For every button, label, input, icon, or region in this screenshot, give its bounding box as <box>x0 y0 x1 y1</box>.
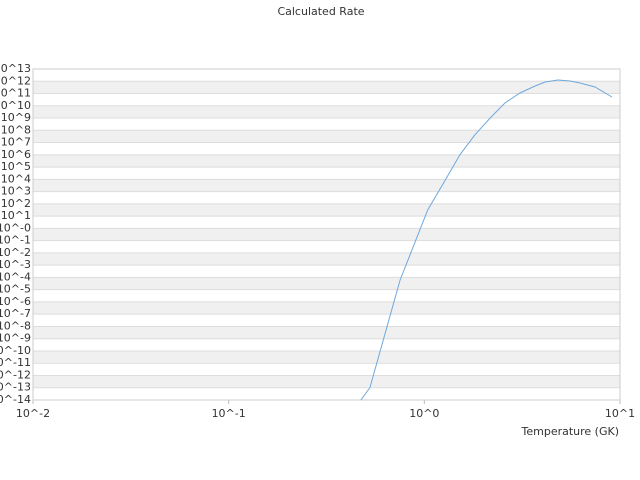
chart-title: Calculated Rate <box>277 5 364 18</box>
y-tick-label: 10^6 <box>1 148 31 161</box>
y-tick-label: 10^10 <box>0 99 31 112</box>
y-tick-label: 10^-0 <box>0 221 31 234</box>
grid-band <box>33 277 620 290</box>
y-tick-label: 10^-1 <box>0 234 31 247</box>
y-tick-label: 10^2 <box>1 197 31 210</box>
y-tick-label: 10^3 <box>1 185 31 198</box>
grid-band <box>33 301 620 315</box>
y-tick-label: 10^4 <box>1 172 31 185</box>
x-tick-label: 10^1 <box>605 407 635 420</box>
y-tick-label: 10^-14 <box>0 393 31 406</box>
y-tick-label: 10^-4 <box>0 270 31 283</box>
y-tick-label: 10^-13 <box>0 381 31 394</box>
grid-band <box>33 105 620 119</box>
grid-band <box>33 228 620 241</box>
x-tick-label: 10^-2 <box>16 407 50 420</box>
y-tick-label: 10^-3 <box>0 258 31 271</box>
y-tick-label: 10^-8 <box>0 319 31 332</box>
y-tick-label: 10^-2 <box>0 246 31 259</box>
y-tick-label: 10^9 <box>1 111 31 124</box>
grid-band <box>33 179 620 192</box>
grid-band <box>33 350 620 364</box>
y-tick-label: 10^12 <box>0 74 31 87</box>
y-tick-label: 10^-10 <box>0 344 31 357</box>
y-tick-label: 10^-6 <box>0 295 31 308</box>
y-tick-label: 10^11 <box>0 87 31 100</box>
y-tick-label: 10^8 <box>1 123 31 136</box>
y-tick-label: 10^-9 <box>0 332 31 345</box>
grid-band <box>33 81 620 94</box>
x-tick-label: 10^0 <box>409 407 439 420</box>
grid-band <box>33 375 620 388</box>
grid-band <box>33 130 620 143</box>
y-tick-label: 10^-11 <box>0 356 31 369</box>
y-tick-label: 10^-5 <box>0 283 31 296</box>
y-tick-label: 10^5 <box>1 160 31 173</box>
y-tick-label: 10^-12 <box>0 368 31 381</box>
y-tick-label: 10^1 <box>1 209 31 222</box>
y-tick-label: 10^7 <box>1 136 31 149</box>
plot-border <box>32 68 621 401</box>
grid-band <box>33 252 620 266</box>
y-tick-label: 10^-7 <box>0 307 31 320</box>
grid-band <box>33 203 620 217</box>
x-tick-label: 10^-1 <box>212 407 246 420</box>
line <box>360 79 613 401</box>
x-axis-label: Temperature (GK) <box>521 425 620 438</box>
grid-band <box>33 154 620 168</box>
grid-band <box>33 326 620 339</box>
y-tick-label: 10^13 <box>0 62 31 75</box>
